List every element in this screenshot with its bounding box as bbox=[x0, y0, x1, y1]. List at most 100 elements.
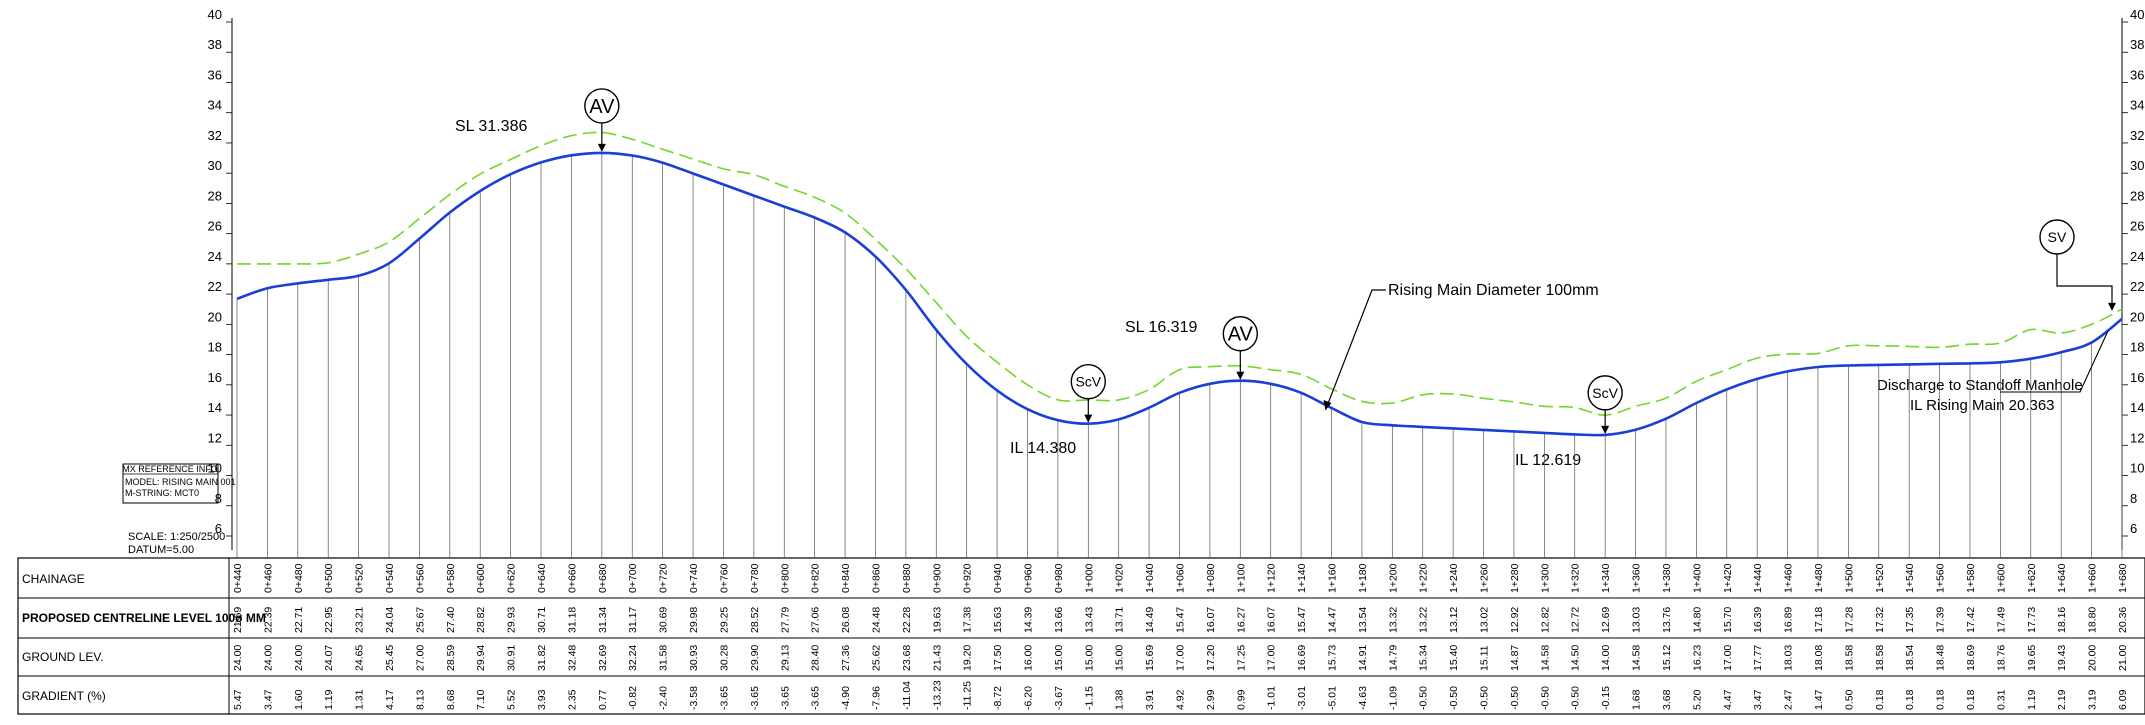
gradient-cell: -3.01 bbox=[1296, 686, 1308, 710]
gradient-cell: 0.18 bbox=[1965, 689, 1977, 710]
ground-level-cell: 15.73 bbox=[1327, 645, 1339, 671]
ground-level-cell: 15.00 bbox=[1114, 645, 1126, 671]
chainage-cell: 0+640 bbox=[536, 563, 548, 593]
gradient-cell: 3.47 bbox=[1752, 689, 1764, 710]
proposed-level-cell: 27.06 bbox=[810, 607, 822, 633]
y-tick-label-right: 8 bbox=[2130, 491, 2137, 506]
y-tick-label-left: 28 bbox=[208, 188, 222, 203]
gradient-cell: -0.50 bbox=[1570, 686, 1582, 710]
gradient-cell: -3.65 bbox=[749, 686, 761, 710]
y-axis-right: 6 8 10 12 14 16 18 20 22 24 26 28 30 32 34 36 38 40 bbox=[2121, 7, 2144, 550]
gradient-cell: 5.52 bbox=[506, 689, 518, 710]
gradient-cell: -3.58 bbox=[688, 686, 700, 710]
rising-main-leader bbox=[1324, 289, 1386, 411]
chainage-cell: 1+660 bbox=[2087, 563, 2099, 593]
gradient-cell: 1.38 bbox=[1114, 689, 1126, 710]
ground-level-line bbox=[237, 131, 2123, 416]
chainage-cell: 0+500 bbox=[323, 563, 335, 593]
y-tick-label-left: 16 bbox=[208, 370, 222, 385]
proposed-level-cell: 14.47 bbox=[1327, 607, 1339, 633]
row-label-ground: GROUND LEV. bbox=[22, 650, 104, 664]
scour-valve-1-arrow bbox=[1084, 414, 1093, 423]
ground-level-cell: 18.58 bbox=[1874, 645, 1886, 671]
proposed-level-cell: 13.43 bbox=[1083, 607, 1095, 633]
chainage-cell: 1+220 bbox=[1418, 563, 1430, 593]
proposed-level-cell: 14.80 bbox=[1691, 607, 1703, 633]
chainage-cell: 0+740 bbox=[688, 563, 700, 593]
chainage-cell: 0+580 bbox=[445, 563, 457, 593]
proposed-level-cell: 25.67 bbox=[414, 607, 426, 633]
scour-valve-1-label: ScV bbox=[1075, 374, 1101, 390]
ground-level-cell: 17.50 bbox=[992, 645, 1004, 671]
chainage-cell: 1+080 bbox=[1205, 563, 1217, 593]
air-valve-2-label: AV bbox=[1228, 324, 1254, 346]
gradient-cell: 3.93 bbox=[536, 689, 548, 710]
proposed-level-cell: 26.08 bbox=[840, 607, 852, 633]
y-tick-label-right: 10 bbox=[2130, 461, 2144, 476]
row-label-proposed: PROPOSED CENTRELINE LEVEL 100ø MM bbox=[22, 611, 266, 625]
chainage-cell: 1+360 bbox=[1631, 563, 1643, 593]
chainage-cell: 0+540 bbox=[384, 563, 396, 593]
valve-symbols: AV AV ScV ScV SV bbox=[584, 88, 2116, 434]
proposed-level-cell: 13.03 bbox=[1631, 607, 1643, 633]
proposed-level-cell: 29.25 bbox=[719, 607, 731, 633]
proposed-level-cell: 21.69 bbox=[232, 607, 244, 633]
scour-valve-2-label: ScV bbox=[1592, 385, 1618, 401]
standoff-valve-leader bbox=[2056, 254, 2113, 303]
gradient-cell: 1.47 bbox=[1813, 689, 1825, 710]
chainage-cell: 1+240 bbox=[1448, 563, 1460, 593]
air-valve-2-arrow bbox=[1236, 371, 1245, 380]
gradient-cell: 0.18 bbox=[1935, 689, 1947, 710]
proposed-level-cell: 16.39 bbox=[1752, 607, 1764, 633]
proposed-level-cell: 14.49 bbox=[1144, 607, 1156, 633]
discharge-label-2: IL Rising Main 20.363 bbox=[1910, 397, 2055, 414]
chainage-cell: 0+700 bbox=[627, 563, 639, 593]
gradient-cell: -1.01 bbox=[1266, 686, 1278, 710]
proposed-level-cell: 30.71 bbox=[536, 607, 548, 633]
chainage-cell: 1+380 bbox=[1661, 563, 1673, 593]
ground-level-cell: 14.91 bbox=[1357, 645, 1369, 671]
proposed-level-cell: 13.22 bbox=[1418, 607, 1430, 633]
row-label-gradient: GRADIENT (%) bbox=[22, 689, 106, 703]
chainage-cell: 1+140 bbox=[1296, 563, 1308, 593]
proposed-level-cell: 27.40 bbox=[445, 607, 457, 633]
chainage-cell: 0+960 bbox=[1023, 563, 1035, 593]
ground-level-cell: 18.48 bbox=[1935, 645, 1947, 671]
chainage-cell: 0+860 bbox=[871, 563, 883, 593]
ground-level-cell: 16.69 bbox=[1296, 645, 1308, 671]
chainage-cell: 1+420 bbox=[1722, 563, 1734, 593]
chainage-cell: 0+720 bbox=[658, 563, 670, 593]
ground-level-cell: 15.00 bbox=[1053, 645, 1065, 671]
y-tick-label-left: 30 bbox=[208, 158, 222, 173]
profile-table: CHAINAGE PROPOSED CENTRELINE LEVEL 100ø … bbox=[17, 557, 2145, 715]
chainage-cell: 0+900 bbox=[931, 563, 943, 593]
gradient-cell: 1.19 bbox=[323, 689, 335, 710]
il-right-label: IL 12.619 bbox=[1515, 452, 1581, 469]
ground-level-cell: 18.58 bbox=[1843, 645, 1855, 671]
proposed-level-cell: 17.49 bbox=[1995, 607, 2007, 633]
proposed-level-cell: 29.98 bbox=[688, 607, 700, 633]
chainage-cell: 1+620 bbox=[2026, 563, 2038, 593]
ground-level-cell: 15.11 bbox=[1479, 645, 1491, 671]
proposed-level-cell: 12.92 bbox=[1509, 607, 1521, 633]
y-tick-label-left: 10 bbox=[208, 461, 222, 476]
y-tick-label-right: 18 bbox=[2130, 340, 2144, 355]
ground-level-cell: 30.93 bbox=[688, 645, 700, 671]
y-tick-label-right: 36 bbox=[2130, 67, 2144, 82]
proposed-level-cell: 31.17 bbox=[627, 607, 639, 633]
chainage-cell: 1+440 bbox=[1752, 563, 1764, 593]
info-box-model: MODEL: RISING MAIN 001 bbox=[125, 477, 236, 487]
gradient-cell: -6.20 bbox=[1023, 686, 1035, 710]
proposed-level-cell: 29.93 bbox=[506, 607, 518, 633]
y-axis-left: 6 8 10 12 14 16 18 20 22 24 26 28 30 32 34 36 38 40 bbox=[208, 7, 233, 550]
proposed-level-cell: 16.27 bbox=[1235, 607, 1247, 633]
y-tick-label-right: 24 bbox=[2130, 249, 2144, 264]
ground-level-cell: 19.43 bbox=[2056, 645, 2068, 671]
chainage-cell: 1+560 bbox=[1935, 563, 1947, 593]
gradient-cell: 4.47 bbox=[1722, 689, 1734, 710]
proposed-level-cell: 15.63 bbox=[992, 607, 1004, 633]
ground-level-cell: 32.24 bbox=[627, 645, 639, 671]
gradient-cell: 4.17 bbox=[384, 689, 396, 710]
chainage-cell: 0+440 bbox=[232, 563, 244, 593]
ground-level-cell: 27.00 bbox=[414, 645, 426, 671]
